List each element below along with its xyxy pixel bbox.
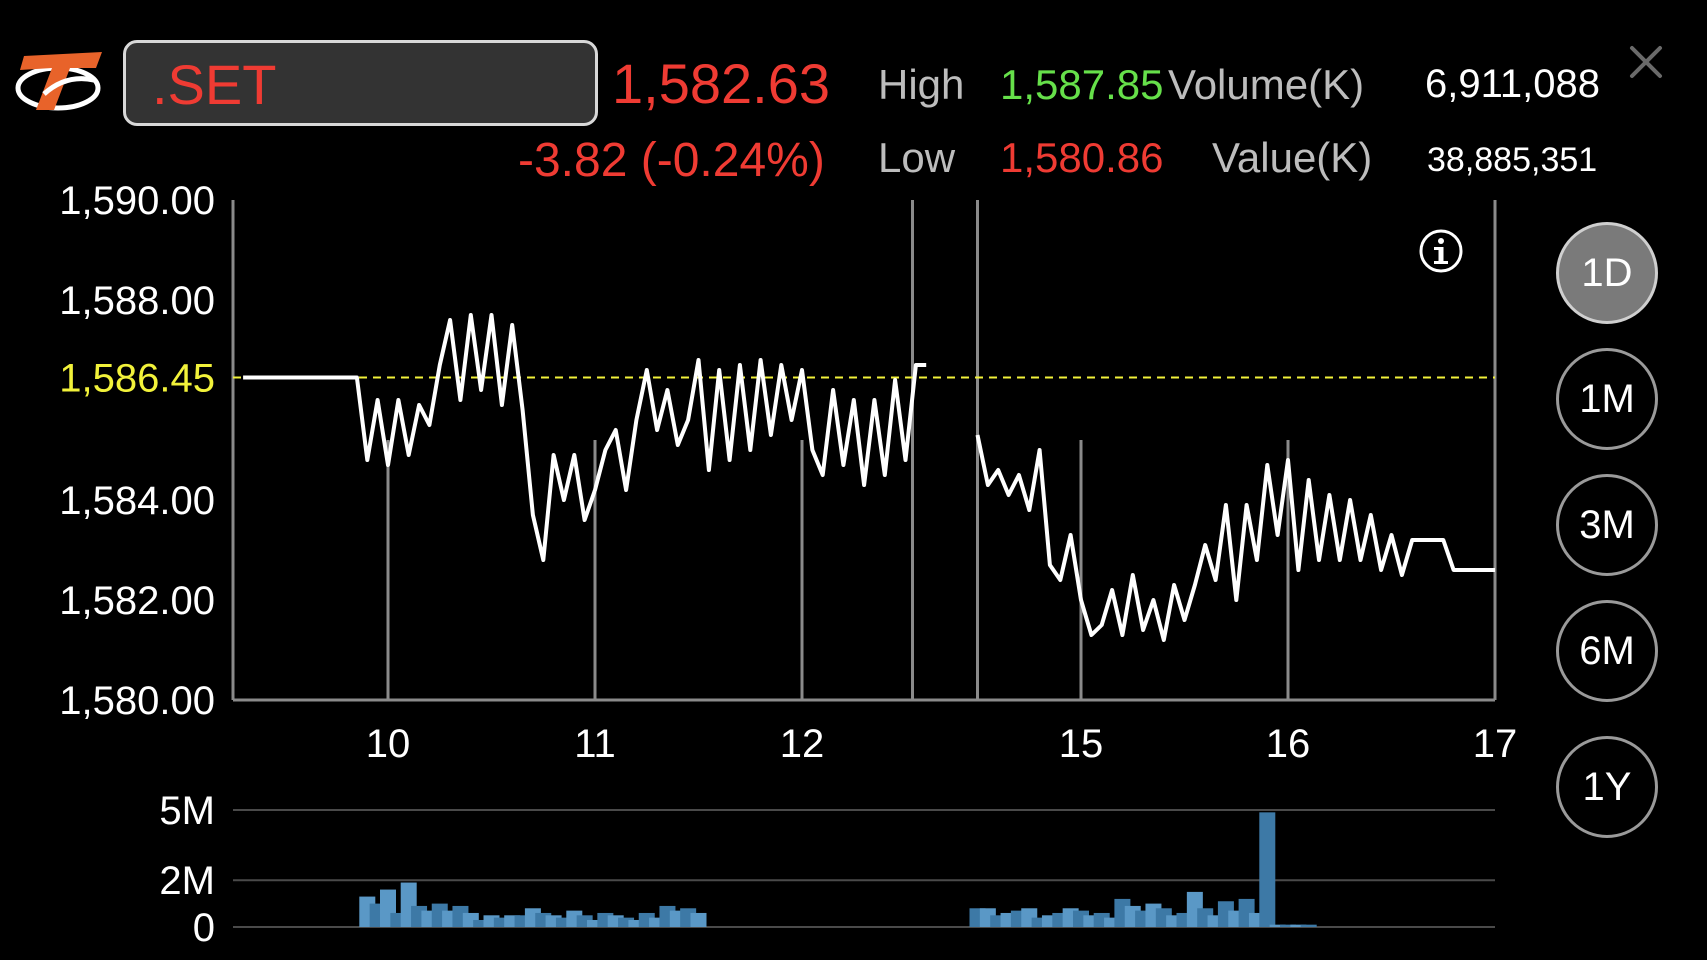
period-6m-button[interactable]: 6M xyxy=(1556,600,1658,702)
volume-bar xyxy=(504,915,521,927)
volume-bar xyxy=(1041,915,1058,927)
volume-value: 6,911,088 xyxy=(1425,62,1600,106)
price-line-segment xyxy=(243,313,927,562)
high-label: High xyxy=(878,61,965,108)
period-3m-button[interactable]: 3M xyxy=(1556,474,1658,576)
volume-bar xyxy=(628,919,645,927)
close-icon[interactable] xyxy=(1626,42,1666,82)
volume-bar xyxy=(1104,917,1121,927)
value-value: 38,885,351 xyxy=(1427,141,1598,179)
brand-logo-icon xyxy=(15,52,102,111)
period-1m-button[interactable]: 1M xyxy=(1556,348,1658,450)
volume-bar xyxy=(483,915,500,927)
x-tick-label: 16 xyxy=(1266,722,1311,766)
symbol-input[interactable] xyxy=(152,51,572,117)
volume-bar xyxy=(1207,915,1224,927)
price-change: -3.82 (-0.24%) xyxy=(518,134,825,187)
volume-bar xyxy=(1300,924,1317,927)
volume-bar xyxy=(1269,924,1286,927)
x-tick-label: 12 xyxy=(780,722,825,766)
volume-bar xyxy=(473,919,490,927)
volume-bar xyxy=(1083,915,1100,927)
y-tick-label: 1,584.00 xyxy=(59,479,215,523)
high-value: 1,587.85 xyxy=(1000,61,1164,108)
volume-bar xyxy=(1290,924,1307,927)
volume-bar xyxy=(514,915,531,927)
volume-bar xyxy=(1031,917,1048,927)
x-tick-label: 15 xyxy=(1059,722,1104,766)
volume-bar xyxy=(1259,812,1276,927)
volume-y-tick-label: 5M xyxy=(159,789,215,833)
volume-bar xyxy=(545,915,562,927)
volume-bar xyxy=(990,915,1007,927)
low-label: Low xyxy=(878,134,956,181)
price-line-segment xyxy=(975,434,1495,642)
volume-label: Volume(K) xyxy=(1168,61,1365,108)
x-tick-label: 17 xyxy=(1473,722,1518,766)
volume-y-tick-label: 0 xyxy=(193,906,215,950)
symbol-search-box[interactable] xyxy=(123,40,598,126)
x-tick-label: 10 xyxy=(366,722,411,766)
info-icon[interactable] xyxy=(1418,228,1464,274)
volume-bar xyxy=(607,915,624,927)
volume-bar xyxy=(690,912,707,927)
period-1d-button[interactable]: 1D xyxy=(1556,222,1658,324)
last-price: 1,582.63 xyxy=(612,52,830,115)
y-tick-label: 1,588.00 xyxy=(59,279,215,323)
volume-bar xyxy=(587,919,603,927)
volume-bar xyxy=(555,917,572,927)
value-label: Value(K) xyxy=(1212,134,1373,181)
volume-bar xyxy=(618,917,635,927)
volume-bar xyxy=(493,917,510,927)
y-tick-label: 1,590.00 xyxy=(59,179,215,223)
volume-y-tick-label: 2M xyxy=(159,859,215,903)
low-value: 1,580.86 xyxy=(1000,134,1164,181)
volume-bar xyxy=(1280,924,1296,927)
volume-bar xyxy=(1166,915,1183,927)
y-tick-label: 1,580.00 xyxy=(59,679,215,723)
period-1y-button[interactable]: 1Y xyxy=(1556,736,1658,838)
previous-close-label: 1,586.45 xyxy=(59,357,215,401)
volume-bar xyxy=(649,917,666,927)
volume-bar xyxy=(576,915,593,927)
x-tick-label: 11 xyxy=(574,722,616,766)
y-tick-label: 1,582.00 xyxy=(59,579,215,623)
